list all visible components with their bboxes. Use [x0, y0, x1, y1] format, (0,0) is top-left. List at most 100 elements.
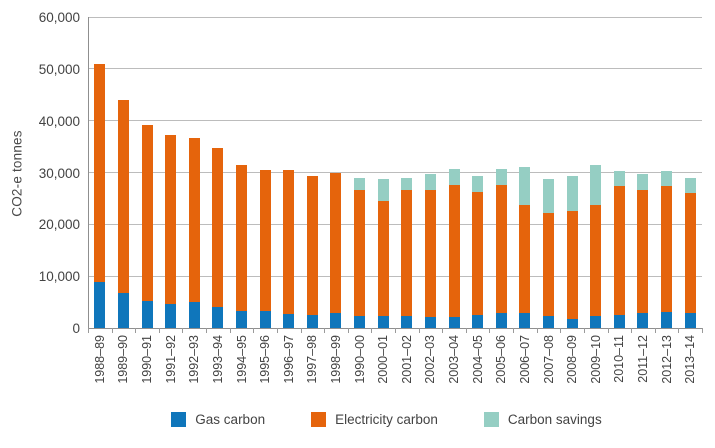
x-axis-category-label: 2009–10: [588, 335, 603, 384]
bar-segment-gas-carbon: [165, 304, 177, 328]
bar-segment-electricity-carbon: [566, 210, 578, 319]
bar-segment-electricity-carbon: [684, 192, 696, 314]
bar-segment-carbon-savings: [613, 170, 625, 186]
x-axis-tick: [513, 328, 515, 333]
bar-segment-gas-carbon: [613, 314, 625, 328]
y-axis-line: [88, 17, 89, 328]
bar-segment-electricity-carbon: [330, 172, 342, 313]
bar-segment-carbon-savings: [354, 178, 366, 191]
x-axis-tick: [678, 328, 680, 333]
x-axis-tick: [607, 328, 609, 333]
bar-segment-gas-carbon: [590, 315, 602, 328]
x-axis-tick: [276, 328, 278, 333]
bar-segment-electricity-carbon: [637, 190, 649, 313]
y-axis-tick-label: 50,000: [38, 61, 80, 77]
bar-segment-carbon-savings: [661, 170, 673, 186]
bar-segment-gas-carbon: [519, 312, 531, 328]
bar-segment-electricity-carbon: [519, 204, 531, 313]
chart-legend: Gas carbon Electricity carbon Carbon savin…: [0, 412, 715, 427]
bar-segment-carbon-savings: [424, 173, 436, 190]
x-axis-tick: [418, 328, 420, 333]
gridline: [88, 16, 702, 18]
x-axis-tick: [111, 328, 113, 333]
x-axis-tick: [206, 328, 208, 333]
bar-segment-carbon-savings: [495, 168, 507, 185]
bar-segment-gas-carbon: [448, 317, 460, 328]
gridline: [88, 172, 702, 173]
bar-segment-carbon-savings: [543, 179, 554, 213]
bar-segment-gas-carbon: [543, 315, 554, 328]
legend-item-carbon-savings: Carbon savings: [483, 412, 602, 427]
bar-segment-electricity-carbon: [377, 201, 389, 316]
y-axis-tick-label: 60,000: [38, 10, 80, 25]
legend-swatch-icon: [171, 412, 187, 427]
x-axis-category-label: 2010–11: [612, 335, 627, 383]
bar-segment-electricity-carbon: [283, 170, 295, 314]
x-axis-category-label: 1992–93: [187, 335, 202, 384]
bar-segment-gas-carbon: [330, 312, 342, 328]
x-axis-tick: [583, 328, 585, 333]
bar-segment-gas-carbon: [306, 314, 318, 328]
x-axis-tick: [442, 328, 444, 333]
bar-segment-carbon-savings: [448, 168, 460, 185]
gridline: [88, 120, 702, 122]
x-axis-tick: [395, 328, 396, 333]
x-axis-category-label: 1998–99: [328, 335, 343, 384]
legend-label: Electricity carbon: [335, 412, 438, 427]
x-axis-category-label: 2008–09: [565, 335, 580, 384]
bar-segment-gas-carbon: [354, 316, 366, 328]
bar-segment-electricity-carbon: [259, 169, 271, 311]
bar-segment-electricity-carbon: [94, 64, 106, 282]
legend-swatch-icon: [311, 412, 327, 427]
bar-segment-carbon-savings: [684, 177, 696, 193]
bar-segment-gas-carbon: [495, 312, 507, 328]
x-axis-category-label: 1990–00: [352, 335, 367, 384]
bar-segment-gas-carbon: [424, 317, 436, 328]
bar-segment-gas-carbon: [259, 310, 271, 328]
x-axis-category-label: 1994–95: [234, 335, 249, 384]
x-axis-tick: [489, 328, 491, 333]
x-axis-category-label: 2004–05: [470, 335, 485, 384]
bar-segment-gas-carbon: [566, 318, 578, 328]
y-axis-tick-label: 0: [72, 321, 80, 336]
x-axis-tick: [702, 328, 703, 333]
x-axis-tick: [560, 328, 562, 333]
bar-segment-electricity-carbon: [590, 204, 602, 316]
x-axis-category-label: 2003–04: [447, 335, 462, 384]
gridline: [88, 68, 702, 70]
x-axis-tick: [88, 328, 89, 333]
bar-segment-carbon-savings: [377, 179, 389, 201]
x-axis-category-label: 1988–89: [92, 335, 107, 384]
bar-segment-electricity-carbon: [165, 135, 177, 305]
bar-segment-electricity-carbon: [448, 184, 460, 318]
x-axis-category-label: 1993–94: [210, 335, 225, 384]
bar-segment-electricity-carbon: [212, 148, 224, 308]
bar-segment-gas-carbon: [212, 307, 224, 328]
legend-label: Gas carbon: [195, 412, 266, 427]
x-axis-category-label: 1989–90: [116, 335, 131, 384]
y-axis-tick-label: 10,000: [38, 269, 80, 285]
x-axis-category-label: 1990–91: [140, 335, 155, 384]
x-axis-tick: [182, 328, 184, 333]
bar-segment-gas-carbon: [377, 315, 389, 328]
x-axis-category-label: 2011–12: [635, 335, 650, 383]
bar-segment-gas-carbon: [684, 313, 696, 328]
x-axis-category-label: 1991–92: [163, 335, 178, 384]
bar-segment-electricity-carbon: [306, 175, 318, 315]
bar-segment-carbon-savings: [401, 178, 413, 191]
bar-segment-electricity-carbon: [495, 184, 507, 313]
x-axis-tick: [536, 328, 538, 333]
bar-segment-gas-carbon: [188, 302, 200, 328]
bar-segment-electricity-carbon: [543, 212, 554, 316]
bar-segment-gas-carbon: [94, 281, 106, 328]
bar-segment-carbon-savings: [637, 173, 649, 191]
gridline: [88, 223, 702, 225]
bar-segment-electricity-carbon: [117, 100, 129, 293]
x-axis-tick: [135, 328, 137, 333]
x-axis-tick: [347, 328, 349, 333]
x-axis-tick: [465, 328, 467, 333]
x-axis-category-label: 1995–96: [258, 335, 273, 384]
legend-item-gas-carbon: Gas carbon: [171, 412, 265, 427]
x-axis-tick: [253, 328, 255, 333]
x-axis-category-label: 2006–07: [517, 335, 532, 384]
